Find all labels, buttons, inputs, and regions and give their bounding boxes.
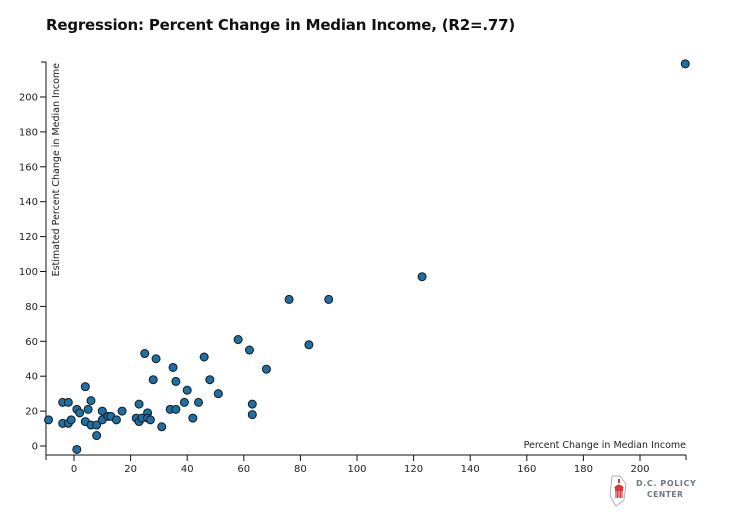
data-point [213, 389, 223, 399]
data-point [182, 385, 192, 395]
data-point [244, 345, 254, 355]
logo-text-top: D.C. POLICY [636, 479, 697, 488]
x-tick-label: 80 [294, 464, 307, 475]
data-point [304, 340, 314, 350]
x-tick-label: 0 [71, 464, 77, 475]
data-point [117, 406, 127, 416]
x-tick-label: 140 [461, 464, 480, 475]
data-point [92, 420, 102, 430]
axes [41, 61, 687, 460]
y-tick-label: 20 [25, 407, 38, 418]
x-axis-title: Percent Change in Median Income [524, 440, 687, 451]
x-tick-label: 180 [574, 464, 593, 475]
data-point [111, 415, 121, 425]
y-axis-ticks: 0 20 40 60 80 100 120 140 160 180 200 [19, 93, 46, 453]
data-point [261, 364, 271, 374]
data-point [194, 397, 204, 407]
logo-text-bottom: CENTER [647, 490, 684, 499]
data-point [63, 397, 73, 407]
dc-policy-center-logo: D.C. POLICY CENTER [606, 474, 716, 510]
data-point [680, 59, 690, 69]
data-point [97, 406, 107, 416]
data-point [66, 415, 76, 425]
data-point [284, 294, 294, 304]
data-point [72, 444, 82, 454]
y-tick-label: 100 [19, 267, 38, 278]
data-point [205, 375, 215, 385]
data-point [247, 399, 257, 409]
y-tick-label: 200 [19, 93, 38, 104]
data-point [171, 404, 181, 414]
data-point [75, 408, 85, 418]
data-point [140, 349, 150, 359]
x-tick-label: 100 [347, 464, 366, 475]
data-point [188, 413, 198, 423]
data-point [80, 382, 90, 392]
y-tick-label: 0 [32, 442, 38, 453]
y-tick-label: 60 [25, 337, 38, 348]
y-axis-title: Estimated Percent Change in Median Incom… [51, 63, 62, 277]
y-tick-label: 160 [19, 162, 38, 173]
x-tick-label: 20 [124, 464, 137, 475]
y-tick-label: 40 [25, 372, 38, 383]
y-tick-label: 120 [19, 232, 38, 243]
data-point [157, 422, 167, 432]
data-point [145, 415, 155, 425]
data-point [86, 396, 96, 406]
x-tick-label: 200 [630, 464, 649, 475]
y-tick-label: 80 [25, 302, 38, 313]
capitol-icon [609, 475, 627, 507]
data-point [247, 410, 257, 420]
x-tick-label: 120 [404, 464, 423, 475]
data-point [233, 335, 243, 345]
x-tick-label: 60 [237, 464, 250, 475]
x-tick-label: 160 [517, 464, 536, 475]
data-point [324, 294, 334, 304]
data-point [148, 375, 158, 385]
data-point [151, 354, 161, 364]
data-point [44, 415, 54, 425]
data-point [168, 362, 178, 372]
chart-title: Regression: Percent Change in Median Inc… [46, 16, 516, 34]
x-tick-label: 40 [181, 464, 194, 475]
data-point [92, 431, 102, 441]
data-points [44, 59, 690, 454]
data-point [83, 404, 93, 414]
data-point [417, 272, 427, 282]
data-point [199, 352, 209, 362]
x-axis-ticks: 0 20 40 60 80 100 120 140 160 180 200 [71, 455, 650, 475]
y-tick-label: 140 [19, 197, 38, 208]
data-point [171, 376, 181, 386]
data-point [134, 399, 144, 409]
y-tick-label: 180 [19, 127, 38, 138]
data-point [179, 397, 189, 407]
